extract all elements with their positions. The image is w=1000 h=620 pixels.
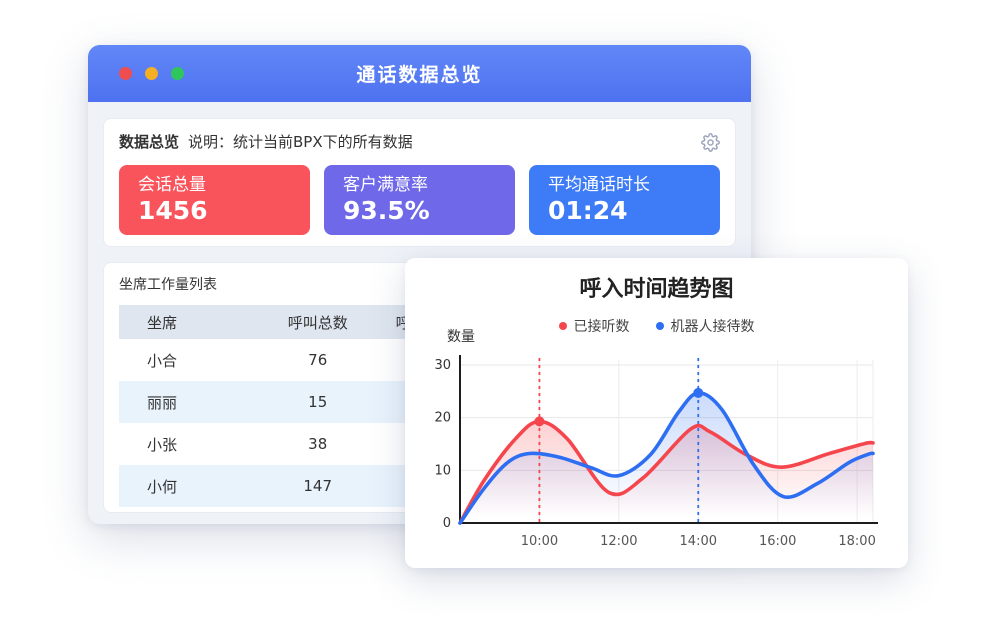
y-tick-label: 30 xyxy=(434,358,451,373)
series-line xyxy=(458,419,875,525)
table-cell: 小何 xyxy=(147,477,178,496)
stat-card-value: 01:24 xyxy=(548,196,628,225)
y-tick-label: 20 xyxy=(434,411,451,426)
zoom-button[interactable] xyxy=(171,67,184,80)
window-title: 通话数据总览 xyxy=(356,64,483,86)
marker-dot xyxy=(534,416,545,427)
series-area xyxy=(460,392,873,523)
table-cell: 丽丽 xyxy=(147,393,178,412)
x-tick-label: 16:00 xyxy=(759,534,796,549)
x-tick-label: 18:00 xyxy=(838,534,875,549)
chart-legend: 已接听数 机器人接待数 xyxy=(405,316,908,336)
stat-card-label: 平均通话时长 xyxy=(548,175,650,195)
close-button[interactable] xyxy=(119,67,132,80)
table-cell: 15 xyxy=(308,393,328,411)
x-tick-label: 14:00 xyxy=(680,534,717,549)
minimize-button[interactable] xyxy=(145,67,158,80)
traffic-light-buttons xyxy=(119,45,184,102)
data-overview-panel: 数据总览 说明：统计当前BPX下的所有数据 会话总量 1456 客户满意率 93.5%… xyxy=(103,118,736,247)
settings-gear-icon[interactable] xyxy=(701,132,720,152)
x-tick-label: 10:00 xyxy=(521,534,558,549)
marker-dot xyxy=(693,387,704,398)
overview-description: 说明：统计当前BPX下的所有数据 xyxy=(188,133,413,151)
chart-title: 呼入时间趋势图 xyxy=(579,277,734,302)
inbound-trend-chart-card: 呼入时间趋势图 已接听数 机器人接待数 数量 10:00 12:00 14:00 16:… xyxy=(405,258,908,568)
x-tick-label: 12:00 xyxy=(600,534,637,549)
legend-dot-icon xyxy=(558,322,567,330)
table-cell: 147 xyxy=(303,477,333,495)
stat-cards-row: 会话总量 1456 客户满意率 93.5% 平均通话时长 01:24 xyxy=(119,165,720,235)
overview-title: 数据总览 xyxy=(119,133,180,151)
trend-line-chart: 10:00 12:00 14:00 16:00 18:00 0 10 20 30 xyxy=(434,355,878,549)
y-tick-label: 0 xyxy=(443,516,451,531)
worklist-title: 坐席工作量列表 xyxy=(119,277,217,293)
column-header: 坐席 xyxy=(119,305,260,339)
stat-card-1: 客户满意率 93.5% xyxy=(324,165,515,235)
stat-card-value: 1456 xyxy=(138,196,208,225)
window-titlebar: 通话数据总览 xyxy=(88,45,751,102)
stat-card-2: 平均通话时长 01:24 xyxy=(529,165,720,235)
legend-dot-icon xyxy=(655,322,664,330)
series-line xyxy=(458,391,875,525)
table-cell: 小张 xyxy=(147,435,178,454)
table-cell: 小合 xyxy=(147,351,178,370)
legend-label: 已接听数 xyxy=(573,319,630,335)
legend-item-0[interactable]: 已接听数 xyxy=(558,316,630,336)
stat-card-0: 会话总量 1456 xyxy=(119,165,310,235)
y-axis-name: 数量 xyxy=(447,329,475,345)
legend-label: 机器人接待数 xyxy=(670,319,755,335)
table-cell: 38 xyxy=(308,435,328,453)
stat-card-label: 会话总量 xyxy=(138,175,206,195)
stat-card-label: 客户满意率 xyxy=(343,175,428,195)
legend-item-1[interactable]: 机器人接待数 xyxy=(655,316,755,336)
y-tick-label: 10 xyxy=(434,463,451,478)
column-header: 呼叫总数 xyxy=(259,305,376,339)
table-cell: 76 xyxy=(308,351,328,369)
stat-card-value: 93.5% xyxy=(343,196,430,225)
